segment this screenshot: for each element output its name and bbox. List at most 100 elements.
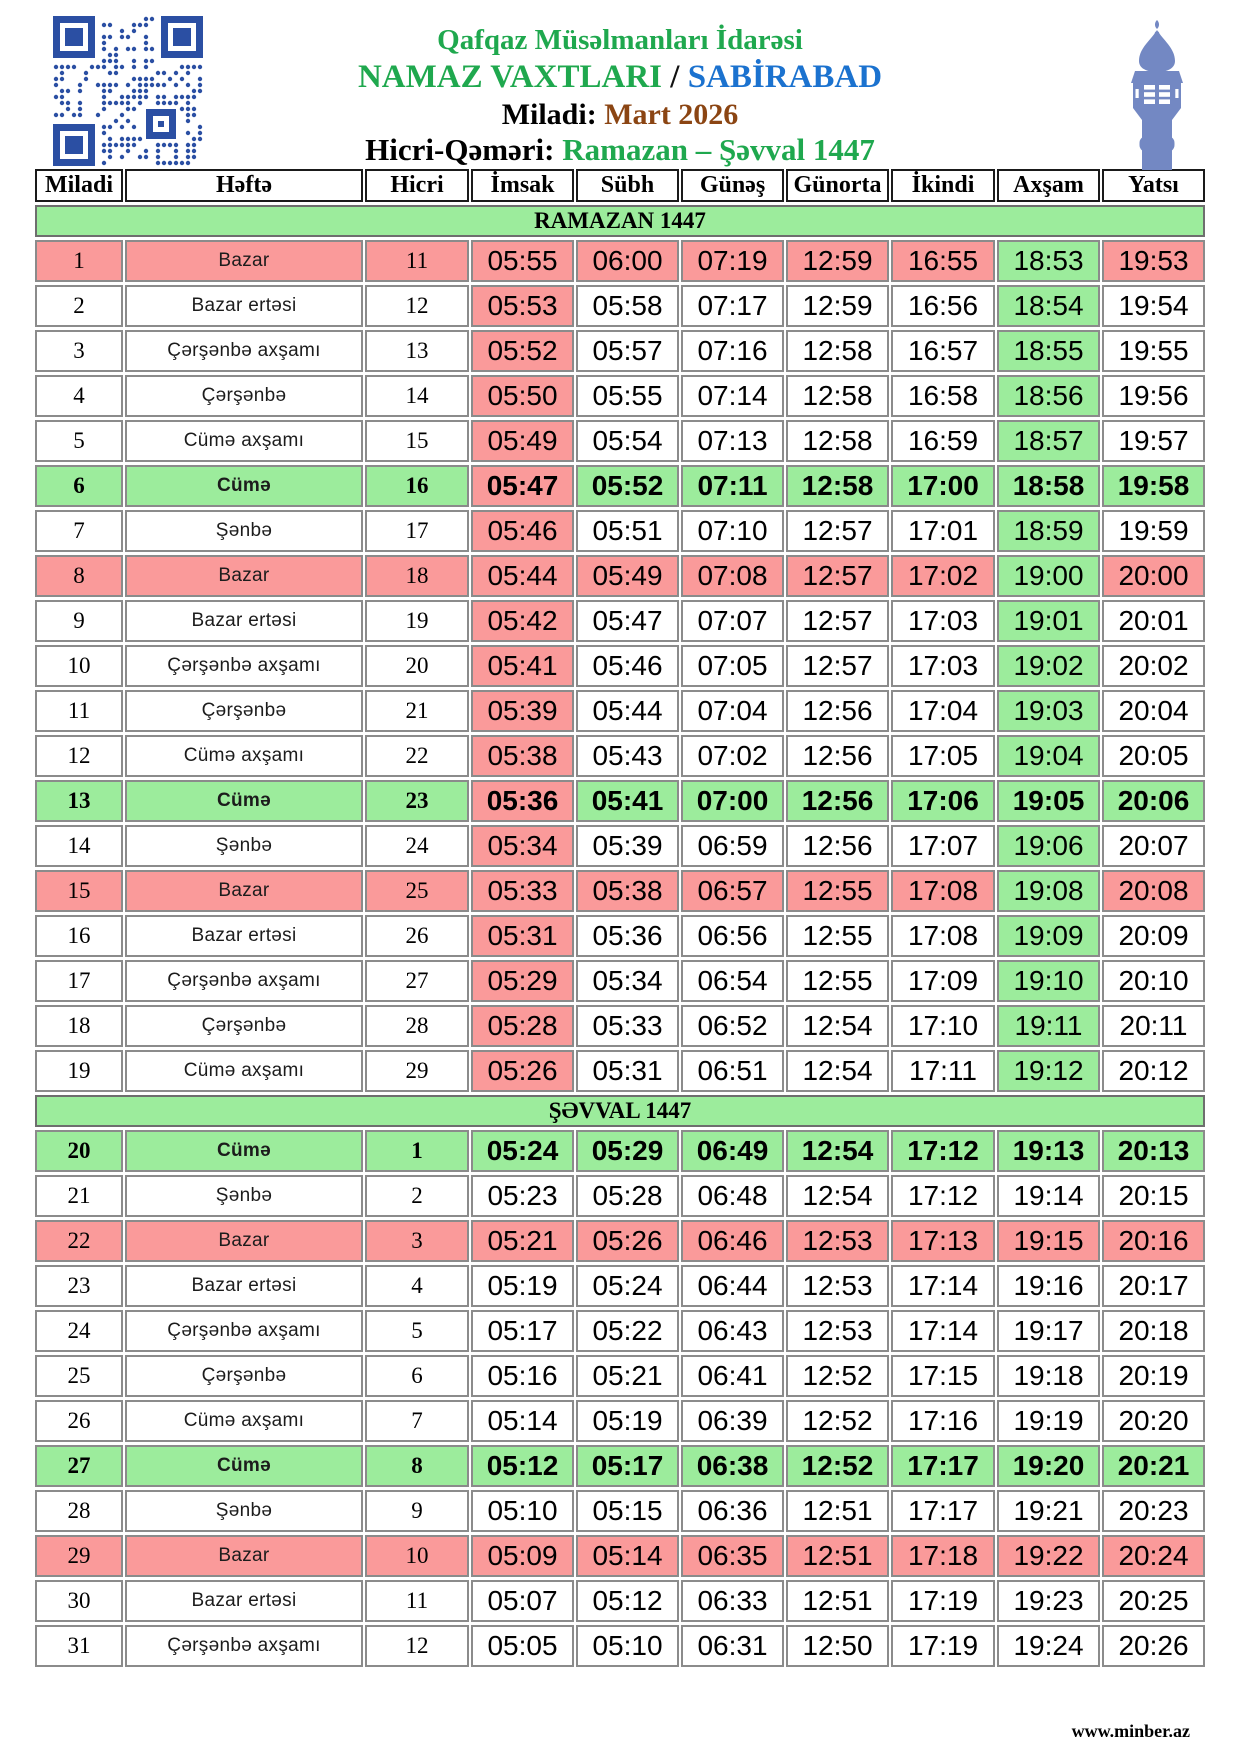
hicri-cell: 24 (365, 825, 469, 867)
weekday-cell: Şənbə (125, 825, 363, 867)
hicri-cell: 23 (365, 780, 469, 822)
miladi-cell: 23 (35, 1265, 123, 1307)
miladi-cell: 4 (35, 375, 123, 417)
hicri-line: Hicri-Qəməri: Ramazan – Şəvval 1447 (0, 132, 1240, 168)
time-cell-axşam: 19:24 (997, 1625, 1100, 1667)
time-cell-günorta: 12:52 (786, 1445, 889, 1487)
hicri-cell: 13 (365, 330, 469, 372)
time-cell-günorta: 12:56 (786, 735, 889, 777)
time-cell-i̇kindi: 17:14 (891, 1310, 995, 1352)
weekday-cell: Bazar ertəsi (125, 1265, 363, 1307)
weekday-cell: Bazar ertəsi (125, 600, 363, 642)
time-cell-yatsı: 20:20 (1102, 1400, 1205, 1442)
hicri-cell: 29 (365, 1050, 469, 1092)
time-cell-yatsı: 20:17 (1102, 1265, 1205, 1307)
table-row: 4 Çərşənbə 14 05:50 05:55 07:14 12:58 16:58 18:5… (35, 375, 1205, 417)
time-cell-axşam: 19:12 (997, 1050, 1100, 1092)
time-cell-günorta: 12:53 (786, 1310, 889, 1352)
time-cell-axşam: 19:18 (997, 1355, 1100, 1397)
time-cell-günorta: 12:57 (786, 555, 889, 597)
time-cell-i̇kindi: 17:12 (891, 1130, 995, 1172)
title-namaz-vaxtlari: NAMAZ VAXTLARI (357, 59, 663, 96)
time-cell-yatsı: 20:04 (1102, 690, 1205, 732)
qr-code-icon (53, 16, 203, 166)
time-cell-i̇msak: 05:23 (471, 1175, 574, 1217)
time-cell-i̇msak: 05:31 (471, 915, 574, 957)
weekday-cell: Çərşənbə axşamı (125, 1625, 363, 1667)
time-cell-sübh: 05:36 (576, 915, 679, 957)
miladi-cell: 17 (35, 960, 123, 1002)
page-header: Qafqaz Müsəlmanları İdarəsi NAMAZ VAXTLA… (0, 0, 1240, 170)
time-cell-günəş: 07:04 (681, 690, 784, 732)
time-cell-günəş: 07:07 (681, 600, 784, 642)
time-cell-yatsı: 20:05 (1102, 735, 1205, 777)
table-row: 8 Bazar 18 05:44 05:49 07:08 12:57 17:02 19:00 20… (35, 555, 1205, 597)
time-cell-yatsı: 20:25 (1102, 1580, 1205, 1622)
weekday-cell: Cümə (125, 1130, 363, 1172)
prayer-times-table: Miladi Həftə Hicri İmsak Sübh Günəş Günorta İki… (33, 166, 1207, 1670)
time-cell-axşam: 18:55 (997, 330, 1100, 372)
miladi-cell: 6 (35, 465, 123, 507)
table-row: 30 Bazar ertəsi 11 05:07 05:12 06:33 12:51 17:1… (35, 1580, 1205, 1622)
time-cell-günəş: 06:46 (681, 1220, 784, 1262)
time-cell-i̇kindi: 16:58 (891, 375, 995, 417)
time-cell-günorta: 12:58 (786, 375, 889, 417)
time-cell-axşam: 19:13 (997, 1130, 1100, 1172)
time-cell-sübh: 05:19 (576, 1400, 679, 1442)
time-cell-günorta: 12:54 (786, 1130, 889, 1172)
table-row: 15 Bazar 25 05:33 05:38 06:57 12:55 17:08 19:08 2… (35, 870, 1205, 912)
weekday-cell: Bazar (125, 1535, 363, 1577)
miladi-cell: 31 (35, 1625, 123, 1667)
hicri-cell: 6 (365, 1355, 469, 1397)
time-cell-yatsı: 20:06 (1102, 780, 1205, 822)
table-row: 31 Çərşənbə axşamı 12 05:05 05:10 06:31 12:50 1… (35, 1625, 1205, 1667)
time-cell-günəş: 07:00 (681, 780, 784, 822)
time-cell-günəş: 06:39 (681, 1400, 784, 1442)
time-cell-i̇kindi: 17:09 (891, 960, 995, 1002)
time-cell-günorta: 12:51 (786, 1535, 889, 1577)
table-header-row: Miladi Həftə Hicri İmsak Sübh Günəş Günorta İki… (35, 169, 1205, 202)
weekday-cell: Bazar (125, 240, 363, 282)
time-cell-sübh: 05:31 (576, 1050, 679, 1092)
time-cell-i̇kindi: 17:00 (891, 465, 995, 507)
section-header: ŞƏVVAL 1447 (35, 1095, 1205, 1127)
time-cell-axşam: 18:53 (997, 240, 1100, 282)
weekday-cell: Bazar (125, 555, 363, 597)
time-cell-i̇kindi: 17:04 (891, 690, 995, 732)
time-cell-i̇kindi: 17:01 (891, 510, 995, 552)
column-header-3: İmsak (471, 169, 574, 202)
time-cell-günəş: 06:33 (681, 1580, 784, 1622)
miladi-cell: 26 (35, 1400, 123, 1442)
table-row: 13 Cümə 23 05:36 05:41 07:00 12:56 17:06 19:05 20… (35, 780, 1205, 822)
miladi-cell: 7 (35, 510, 123, 552)
time-cell-günorta: 12:56 (786, 780, 889, 822)
time-cell-i̇msak: 05:39 (471, 690, 574, 732)
table-row: 1 Bazar 11 05:55 06:00 07:19 12:59 16:55 18:53 19… (35, 240, 1205, 282)
column-header-2: Hicri (365, 169, 469, 202)
miladi-label: Miladi: (501, 98, 597, 132)
time-cell-i̇msak: 05:19 (471, 1265, 574, 1307)
website-link[interactable]: www.minber.az (1071, 1721, 1190, 1741)
time-cell-i̇msak: 05:47 (471, 465, 574, 507)
weekday-cell: Cümə (125, 1445, 363, 1487)
miladi-cell: 2 (35, 285, 123, 327)
weekday-cell: Cümə axşamı (125, 735, 363, 777)
hicri-cell: 8 (365, 1445, 469, 1487)
weekday-cell: Çərşənbə (125, 1005, 363, 1047)
time-cell-günəş: 07:05 (681, 645, 784, 687)
hicri-cell: 26 (365, 915, 469, 957)
time-cell-günəş: 07:02 (681, 735, 784, 777)
weekday-cell: Çərşənbə axşamı (125, 960, 363, 1002)
time-cell-axşam: 19:10 (997, 960, 1100, 1002)
hicri-cell: 7 (365, 1400, 469, 1442)
time-cell-yatsı: 20:12 (1102, 1050, 1205, 1092)
hicri-cell: 28 (365, 1005, 469, 1047)
section-header: RAMAZAN 1447 (35, 205, 1205, 237)
time-cell-axşam: 19:03 (997, 690, 1100, 732)
table-row: 29 Bazar 10 05:09 05:14 06:35 12:51 17:18 19:22 2… (35, 1535, 1205, 1577)
time-cell-sübh: 05:29 (576, 1130, 679, 1172)
miladi-cell: 21 (35, 1175, 123, 1217)
title-block: Qafqaz Müsəlmanları İdarəsi NAMAZ VAXTLA… (0, 0, 1240, 168)
table-row: 9 Bazar ertəsi 19 05:42 05:47 07:07 12:57 17:03… (35, 600, 1205, 642)
